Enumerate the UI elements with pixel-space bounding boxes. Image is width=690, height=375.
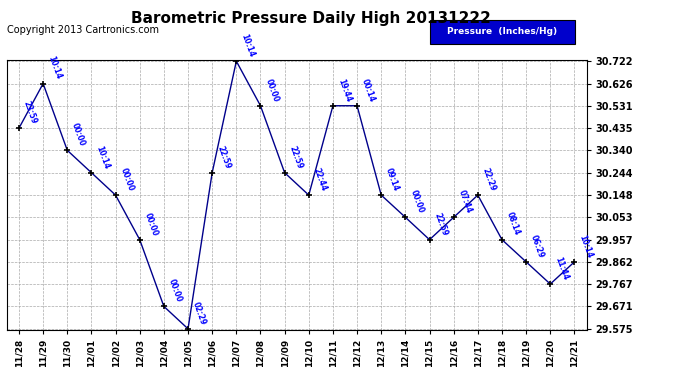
Text: 22:29: 22:29 — [481, 166, 497, 192]
Text: 10:14: 10:14 — [239, 33, 256, 58]
Text: 07:44: 07:44 — [457, 189, 473, 214]
Text: Copyright 2013 Cartronics.com: Copyright 2013 Cartronics.com — [7, 25, 159, 35]
Text: 00:00: 00:00 — [167, 278, 184, 304]
Text: 19:44: 19:44 — [336, 77, 353, 103]
Text: 11:44: 11:44 — [553, 255, 570, 281]
Text: 09:14: 09:14 — [384, 166, 401, 192]
Text: 22:59: 22:59 — [215, 144, 232, 170]
Text: Barometric Pressure Daily High 20131222: Barometric Pressure Daily High 20131222 — [130, 11, 491, 26]
Text: 00:00: 00:00 — [408, 189, 425, 214]
Text: 00:00: 00:00 — [143, 211, 159, 237]
Text: 10:14: 10:14 — [95, 144, 111, 170]
Text: 23:59: 23:59 — [22, 100, 39, 125]
Text: 22:59: 22:59 — [288, 144, 304, 170]
Text: 02:29: 02:29 — [191, 300, 208, 326]
Text: 22:59: 22:59 — [433, 211, 449, 237]
Text: 10:14: 10:14 — [578, 233, 594, 259]
Text: 10:14: 10:14 — [46, 55, 63, 81]
Text: 08:14: 08:14 — [505, 211, 522, 237]
Text: 22:44: 22:44 — [312, 166, 328, 192]
Text: 00:14: 00:14 — [360, 77, 377, 103]
Text: 00:00: 00:00 — [264, 77, 280, 103]
Text: 06:29: 06:29 — [529, 233, 546, 259]
Text: 00:00: 00:00 — [119, 166, 135, 192]
Text: 00:00: 00:00 — [70, 122, 87, 147]
